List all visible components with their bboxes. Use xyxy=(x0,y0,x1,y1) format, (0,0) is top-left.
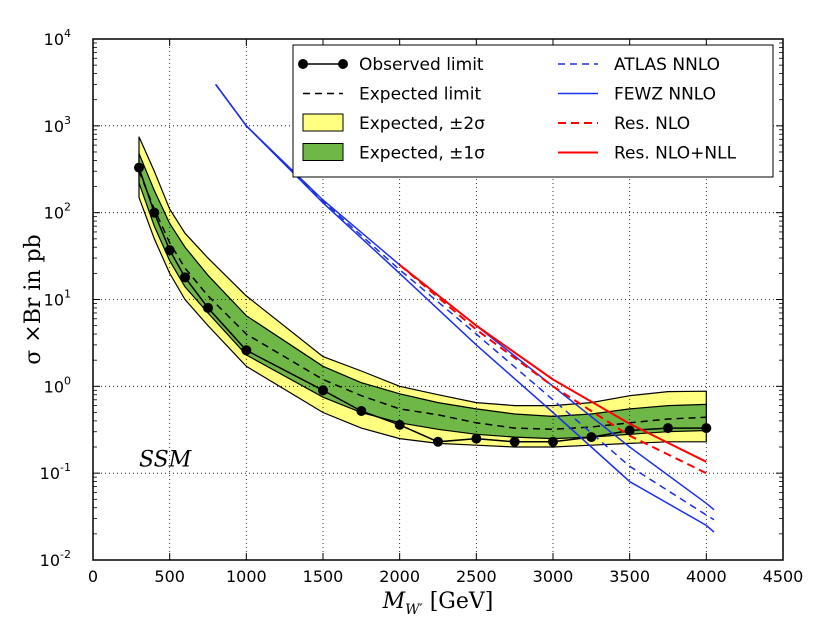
legend-item-expected: Expected limit xyxy=(303,85,481,105)
legend-marker xyxy=(298,59,308,69)
y-tick-exponent: 1 xyxy=(64,288,71,301)
observed-point xyxy=(548,436,558,447)
theory-curve-resnlo-3 xyxy=(399,264,707,475)
y-tick-exponent: 2 xyxy=(64,201,71,214)
legend-item-observed: Observed limit xyxy=(298,55,484,75)
x-tick-label: 3000 xyxy=(533,567,574,586)
x-tick-label: 2500 xyxy=(456,567,497,586)
x-axis-subscript: W′ xyxy=(405,602,423,618)
x-tick-label: 4500 xyxy=(763,567,804,586)
legend: Observed limit Expected limit Expected, ±2… xyxy=(292,44,774,178)
legend-label: ATLAS NNLO xyxy=(614,55,720,75)
observed-point xyxy=(180,272,190,283)
expected-bands xyxy=(138,136,707,448)
y-tick-exponent: -2 xyxy=(60,548,71,561)
theory-curve-resnll-4 xyxy=(399,264,707,463)
legend-swatch xyxy=(302,143,344,161)
observed-point xyxy=(356,405,367,416)
y-tick-label: 101 xyxy=(44,288,71,310)
observed-points xyxy=(134,162,712,447)
observed-point xyxy=(164,245,175,256)
observed-point xyxy=(471,433,482,444)
observed-point xyxy=(433,436,443,447)
y-tick-label: 10-1 xyxy=(40,461,71,483)
x-tick-label: 1500 xyxy=(303,567,344,586)
legend-item-band2: Expected, ±2σ xyxy=(302,113,485,134)
y-tick-exponent: 3 xyxy=(64,114,71,127)
x-axis-symbol: M xyxy=(382,589,406,614)
theory-curves xyxy=(215,83,715,533)
observed-point xyxy=(509,436,520,447)
observed-point xyxy=(241,345,252,356)
model-annotation: SSM xyxy=(139,447,192,472)
x-tick-label: 1000 xyxy=(226,567,267,586)
y-tick-label: 103 xyxy=(44,114,71,136)
observed-point xyxy=(134,162,144,173)
x-axis-unit: [GeV] xyxy=(423,589,494,614)
observed-point xyxy=(663,423,673,434)
observed-point xyxy=(318,385,328,396)
observed-point xyxy=(701,423,712,434)
observed-point xyxy=(586,432,597,443)
observed-point xyxy=(624,425,635,436)
legend-marker xyxy=(338,59,348,69)
legend-label: Expected limit xyxy=(359,85,481,105)
legend-item-resnll: Res. NLO+NLL xyxy=(558,144,737,164)
y-tick-exponent: 4 xyxy=(64,27,71,40)
legend-item-atlas: ATLAS NNLO xyxy=(558,55,720,75)
x-tick-label: 0 xyxy=(88,567,98,586)
x-tick-label: 3500 xyxy=(609,567,650,586)
x-axis-label: MW′ [GeV] xyxy=(382,589,494,618)
observed-point xyxy=(149,207,160,218)
theory-curve-atlas-2 xyxy=(215,83,715,521)
legend-label: Expected, ±1σ xyxy=(359,144,485,164)
y-tick-exponent: -1 xyxy=(60,461,71,474)
legend-label: Expected, ±2σ xyxy=(359,114,485,134)
x-tick-label: 2000 xyxy=(379,567,420,586)
y-tick-label: 10-2 xyxy=(40,548,71,570)
legend-label: FEWZ NNLO xyxy=(614,85,716,105)
legend-item-fewz: FEWZ NNLO xyxy=(558,85,716,105)
legend-box xyxy=(292,44,774,178)
gridlines xyxy=(93,39,783,560)
y-tick-label: 102 xyxy=(44,201,71,223)
y-tick-exponent: 0 xyxy=(64,374,71,387)
observed-point xyxy=(203,302,213,313)
x-tick-label: 500 xyxy=(154,567,185,586)
legend-swatch xyxy=(302,113,344,132)
y-axis-label: σ ×Br in pb xyxy=(21,234,46,365)
legend-label: Observed limit xyxy=(359,55,484,75)
legend-label: Res. NLO+NLL xyxy=(614,144,737,164)
legend-label: Res. NLO xyxy=(614,114,690,134)
expected-limit-line xyxy=(138,170,707,431)
y-tick-label: 100 xyxy=(44,374,71,396)
y-tick-label: 104 xyxy=(44,27,71,49)
legend-item-band1: Expected, ±1σ xyxy=(302,143,485,164)
x-tick-label: 4000 xyxy=(686,567,727,586)
observed-point xyxy=(394,419,405,430)
legend-item-resnlo: Res. NLO xyxy=(558,114,690,134)
